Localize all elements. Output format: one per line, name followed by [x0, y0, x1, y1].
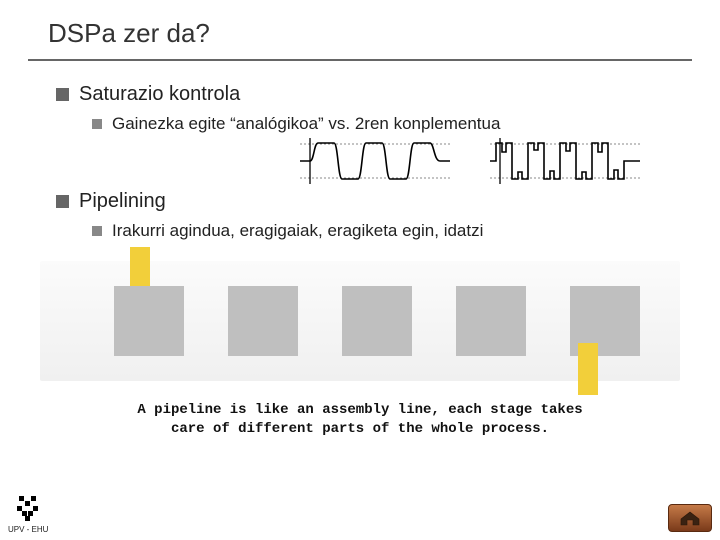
bullet-square-icon [92, 119, 102, 129]
caption-line-2: care of different parts of the whole pro… [171, 421, 549, 437]
pipeline-stage [456, 286, 526, 356]
title-area: DSPa zer da? [0, 0, 720, 55]
pipeline-stage [228, 286, 298, 356]
bullet-label: Saturazio kontrola [79, 83, 240, 106]
bullet-label: Pipelining [79, 190, 166, 213]
bullet-saturation: Saturazio kontrola [56, 83, 680, 106]
pipeline-stage [114, 286, 184, 356]
bullet-label: Gainezka egite “analógikoa” vs. 2ren kon… [112, 114, 500, 134]
footer-left-label: UPV - EHU [8, 525, 48, 534]
bullet-pipelining: Pipelining [56, 190, 680, 213]
digital-waveform-icon [490, 138, 640, 184]
waveform-row [56, 138, 680, 184]
upv-ehu-logo-icon [13, 494, 43, 524]
analog-waveform-icon [300, 138, 450, 184]
footer-left: UPV - EHU [8, 494, 48, 534]
pipeline-diagram [40, 261, 680, 381]
bullet-square-icon [92, 226, 102, 236]
bullet-pipelining-sub: Irakurri agindua, eragigaiak, eragiketa … [92, 221, 680, 241]
slide-title: DSPa zer da? [48, 18, 720, 49]
caption-line-1: A pipeline is like an assembly line, eac… [137, 402, 582, 418]
pipeline-stage [342, 286, 412, 356]
bullet-label: Irakurri agindua, eragigaiak, eragiketa … [112, 221, 483, 241]
pipeline-caption: A pipeline is like an assembly line, eac… [0, 401, 720, 439]
bullet-saturation-sub: Gainezka egite “analógikoa” vs. 2ren kon… [92, 114, 680, 134]
house-badge-icon[interactable] [668, 504, 712, 532]
content-area: Saturazio kontrola Gainezka egite “analó… [0, 61, 720, 241]
bullet-square-icon [56, 88, 69, 101]
pipeline-output-block [578, 343, 598, 395]
bullet-square-icon [56, 195, 69, 208]
footer-right [668, 504, 712, 532]
